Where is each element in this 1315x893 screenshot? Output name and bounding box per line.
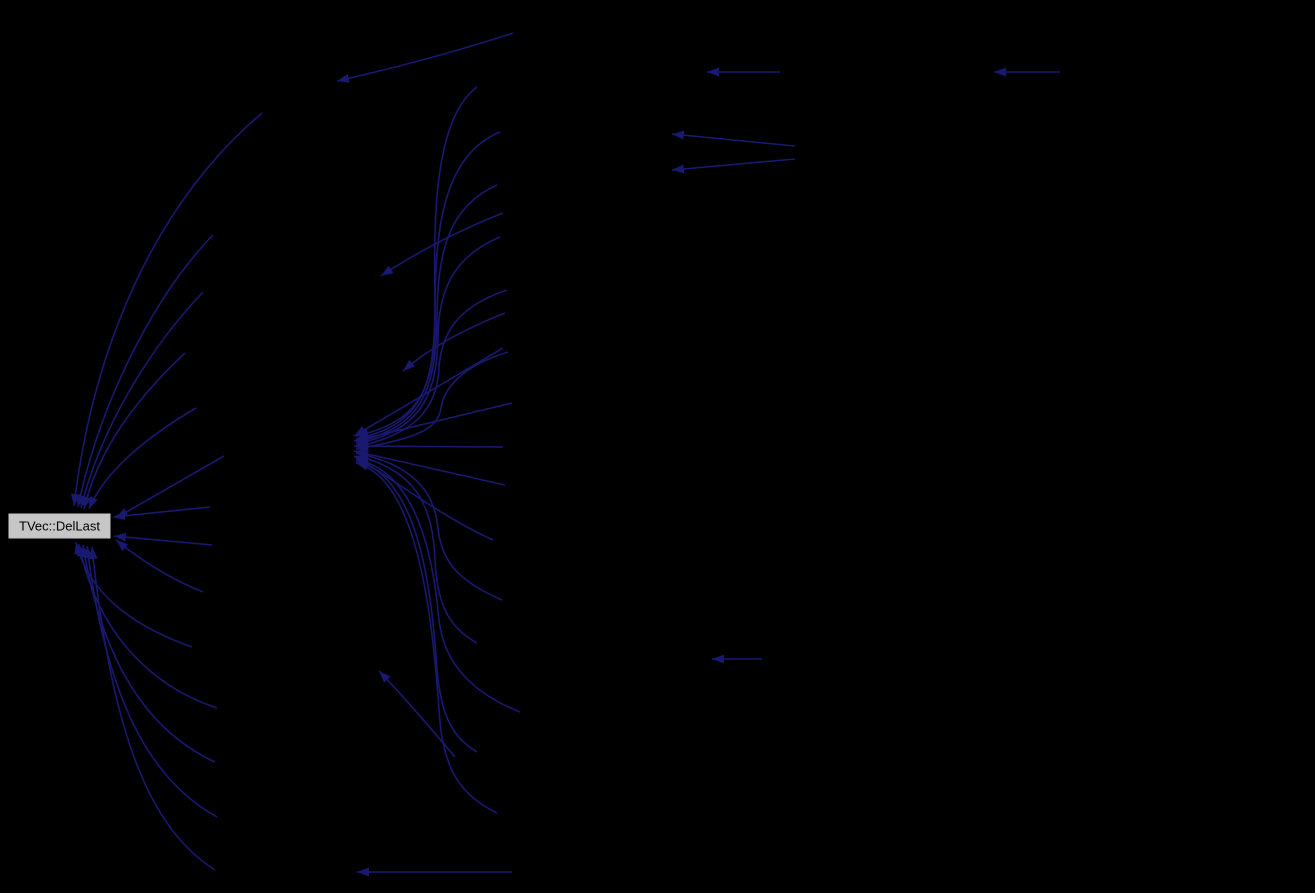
node-tvec-dellast[interactable]: TVec::DelLast (7, 512, 112, 540)
edge-lower-fan-4 (84, 545, 218, 818)
edge-lower-fan-3 (80, 544, 216, 763)
node-label: TVec::DelLast (19, 518, 100, 533)
edge-arrow-cross-2 (671, 158, 796, 174)
edge-top-swoop (336, 32, 514, 83)
edge-straight-1 (115, 455, 225, 519)
edge-upper-fan-1 (70, 112, 263, 507)
edge-arrow-cross-1 (671, 130, 796, 147)
edge-center-fan-3 (353, 441, 504, 451)
edge-straight-3 (113, 532, 213, 546)
edge-upper-fan-5 (88, 407, 197, 510)
edge-lower-bundle-3 (355, 457, 521, 713)
edge-upper-bundle-3 (355, 184, 498, 444)
edge-upper-fan-3 (79, 291, 204, 509)
edge-lower-fan-2 (76, 543, 218, 709)
edge-lower-fan-5 (88, 546, 216, 871)
edge-lower-bundle-4 (355, 459, 478, 753)
edge-upper-bundle-2 (355, 131, 501, 441)
edge-upper-fan-2 (76, 234, 214, 508)
edge-upper-bundle-6 (355, 351, 509, 452)
edge-upper-bundle-5 (355, 289, 508, 449)
edge-straight-4 (115, 539, 204, 593)
node-box[interactable] (7, 512, 112, 540)
edge-straight-2 (112, 506, 211, 521)
edge-upper-bundle-1 (355, 86, 478, 438)
edge-upper-bundle-4 (355, 236, 501, 446)
edge-branch-upper-a (380, 212, 504, 277)
edge-lower-bundle-1 (355, 450, 503, 601)
edge-branch-lower-c (378, 670, 456, 758)
edge-lower-bundle-5 (355, 461, 498, 814)
edge-center-fan-4 (353, 449, 506, 486)
edge-layer (70, 32, 1060, 877)
edge-upper-fan-4 (82, 352, 186, 510)
edge-lower-bundle-2 (355, 454, 478, 644)
edge-branch-upper-b (402, 312, 506, 372)
